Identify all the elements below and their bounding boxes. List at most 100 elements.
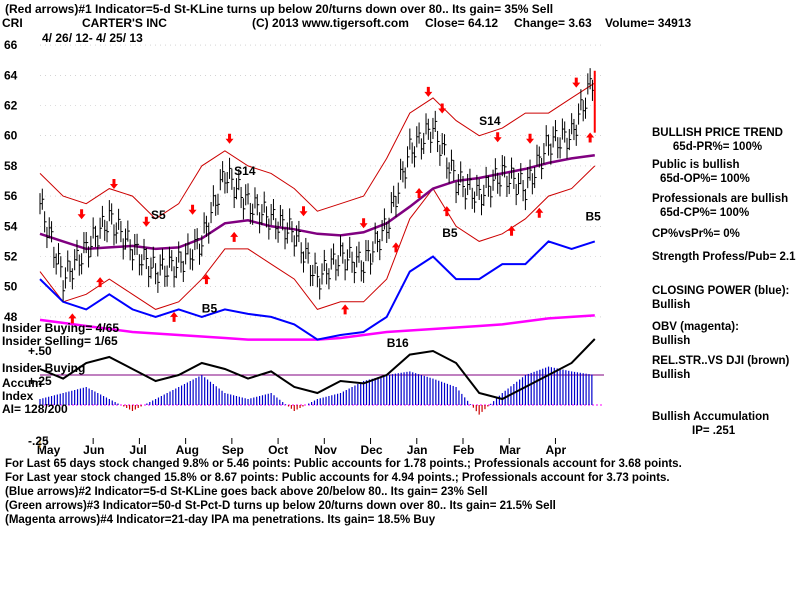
relstr-status: Bullish bbox=[652, 369, 691, 381]
arrows-layer bbox=[68, 77, 595, 324]
buy-arrow bbox=[586, 132, 595, 143]
y-tick-label-66: 66 bbox=[4, 38, 18, 52]
y-tick-label-54: 54 bbox=[4, 219, 18, 233]
change-value: Change= 3.63 bbox=[514, 16, 592, 30]
buy-arrow bbox=[341, 304, 350, 315]
annotation-b16-6: B16 bbox=[387, 336, 409, 350]
strength-value: Strength Profess/Pub= 2.1 bbox=[652, 251, 796, 263]
insider-selling-count: Insider Selling= 1/65 bbox=[2, 334, 118, 348]
x-tick-label-oct: Oct bbox=[268, 443, 288, 457]
x-axis-ticks: May Jun Jul Aug Sep Oct Nov Dec Jan Feb Mar Apr bbox=[37, 437, 566, 457]
cp-value: 65d-CP%= 100% bbox=[660, 207, 750, 219]
pr-value: 65d-PR%= 100% bbox=[672, 141, 763, 153]
buy-arrow bbox=[442, 206, 451, 217]
x-tick-label-dec: Dec bbox=[361, 443, 383, 457]
insider-buying-label: Insider Buying bbox=[2, 361, 86, 375]
insider-buying-count: Insider Buying= 4/65 bbox=[2, 321, 120, 335]
pro-title: Professionals are bullish bbox=[652, 193, 789, 205]
sell-arrow bbox=[359, 218, 368, 229]
footer-65day: For Last 65 days stock changed 9.8% or 5… bbox=[5, 458, 682, 470]
y-tick-label-56: 56 bbox=[4, 189, 18, 203]
buy-arrow bbox=[96, 277, 105, 288]
relstr-line bbox=[39, 338, 596, 401]
sell-arrow bbox=[299, 206, 308, 217]
x-tick-label-apr: Apr bbox=[545, 443, 566, 457]
public-panel: Public is bullish 65d-OP%= 100% bbox=[652, 158, 750, 186]
x-tick-label-nov: Nov bbox=[314, 443, 337, 457]
trend-panel: BULLISH PRICE TREND 65d-PR%= 100% bbox=[652, 126, 783, 154]
annotation-s5-0: S5 bbox=[151, 208, 166, 222]
buy-arrow bbox=[391, 242, 400, 253]
ai-value: AI= 128/200 bbox=[2, 402, 68, 416]
ticker: CRI bbox=[2, 16, 23, 30]
buy-arrow bbox=[202, 274, 211, 285]
closing-power-panel: CLOSING POWER (blue): Bullish bbox=[652, 284, 789, 312]
sell-arrow bbox=[142, 216, 151, 227]
obv-line bbox=[39, 314, 595, 341]
y-tick-label-60: 60 bbox=[4, 129, 18, 143]
op-value: 65d-OP%= 100% bbox=[660, 173, 750, 185]
annotation-b5-5: B5 bbox=[586, 209, 602, 223]
relstr-title: REL.STR..VS DJI (brown) bbox=[652, 355, 790, 367]
y-axis-ticks: 48 50 52 54 56 58 60 62 64 66 bbox=[4, 38, 18, 324]
footer-green-arrows: (Green arrows)#3 Indicator=50-d St-Pct-D… bbox=[5, 500, 556, 512]
annotation-b5-4: B5 bbox=[442, 226, 458, 240]
obv-status: Bullish bbox=[652, 335, 691, 347]
sell-arrow bbox=[526, 133, 535, 144]
annotation-s14-2: S14 bbox=[479, 114, 501, 128]
annotation-s14-1: S14 bbox=[234, 164, 256, 178]
buy-arrow bbox=[535, 207, 544, 218]
y-tick-label-48: 48 bbox=[4, 310, 18, 324]
buy-arrow bbox=[68, 313, 77, 324]
company-name: CARTER'S INC bbox=[82, 16, 167, 30]
y-tick-label-62: 62 bbox=[4, 99, 18, 113]
closing-power-status: Bullish bbox=[652, 299, 691, 311]
y-tick-label-50: 50 bbox=[4, 280, 18, 294]
x-tick-label-aug: Aug bbox=[176, 443, 199, 457]
footer-year: For Last year stock changed 15.8% or 8.6… bbox=[5, 472, 670, 484]
cpvspr-value: CP%vsPr%= 0% bbox=[652, 228, 740, 240]
gridlines bbox=[40, 44, 604, 318]
relstr-panel: REL.STR..VS DJI (brown) Bullish bbox=[652, 354, 789, 382]
sell-arrow bbox=[77, 209, 86, 220]
pro-panel: Professionals are bullish 65d-CP%= 100% bbox=[652, 192, 788, 220]
accum-label: Accum bbox=[2, 376, 43, 390]
accum-title: Bullish Accumulation bbox=[652, 411, 770, 423]
sell-arrow bbox=[225, 133, 234, 144]
copyright: (C) 2013 www.tigersoft.com bbox=[252, 16, 409, 30]
accumulation-layer bbox=[39, 338, 604, 415]
sell-arrow bbox=[188, 204, 197, 215]
trend-title: BULLISH PRICE TREND bbox=[652, 127, 783, 139]
sell-arrow bbox=[572, 77, 581, 88]
footer-magenta-arrows: (Magenta arrows)#4 Indicator=21-day IPA … bbox=[5, 514, 436, 526]
buy-arrow bbox=[230, 231, 239, 242]
y-tick-label-58: 58 bbox=[4, 159, 18, 173]
annotation-b5-3: B5 bbox=[202, 301, 218, 315]
accum-plus50: +.50 bbox=[28, 344, 52, 358]
volume-value: Volume= 34913 bbox=[605, 16, 692, 30]
sell-arrow bbox=[109, 179, 118, 190]
date-range: 4/ 26/ 12- 4/ 25/ 13 bbox=[42, 31, 143, 45]
x-tick-label-sep: Sep bbox=[222, 443, 244, 457]
close-value: Close= 64.12 bbox=[425, 16, 499, 30]
buy-arrow bbox=[170, 311, 179, 322]
sell-arrow bbox=[493, 132, 502, 143]
series-layer bbox=[39, 68, 596, 341]
accum-panel: Bullish Accumulation IP= .251 bbox=[652, 410, 769, 438]
lower-band-line bbox=[39, 165, 596, 310]
indicator-1-line: (Red arrows)#1 Indicator=5-d St-KLine tu… bbox=[5, 2, 554, 16]
ip-value: IP= .251 bbox=[692, 425, 736, 437]
buy-arrow bbox=[507, 225, 516, 236]
x-tick-label-feb: Feb bbox=[453, 443, 474, 457]
y-tick-label-64: 64 bbox=[4, 68, 18, 82]
x-tick-label-mar: Mar bbox=[499, 443, 521, 457]
accum-plus25: +.25 bbox=[28, 374, 52, 388]
sell-arrow bbox=[438, 103, 447, 114]
x-tick-label-may: May bbox=[37, 443, 61, 457]
x-tick-label-jan: Jan bbox=[407, 443, 428, 457]
closing-power-title: CLOSING POWER (blue): bbox=[652, 285, 790, 297]
x-tick-label-jul: Jul bbox=[129, 443, 146, 457]
y-tick-label-52: 52 bbox=[4, 250, 18, 264]
public-title: Public is bullish bbox=[652, 159, 740, 171]
